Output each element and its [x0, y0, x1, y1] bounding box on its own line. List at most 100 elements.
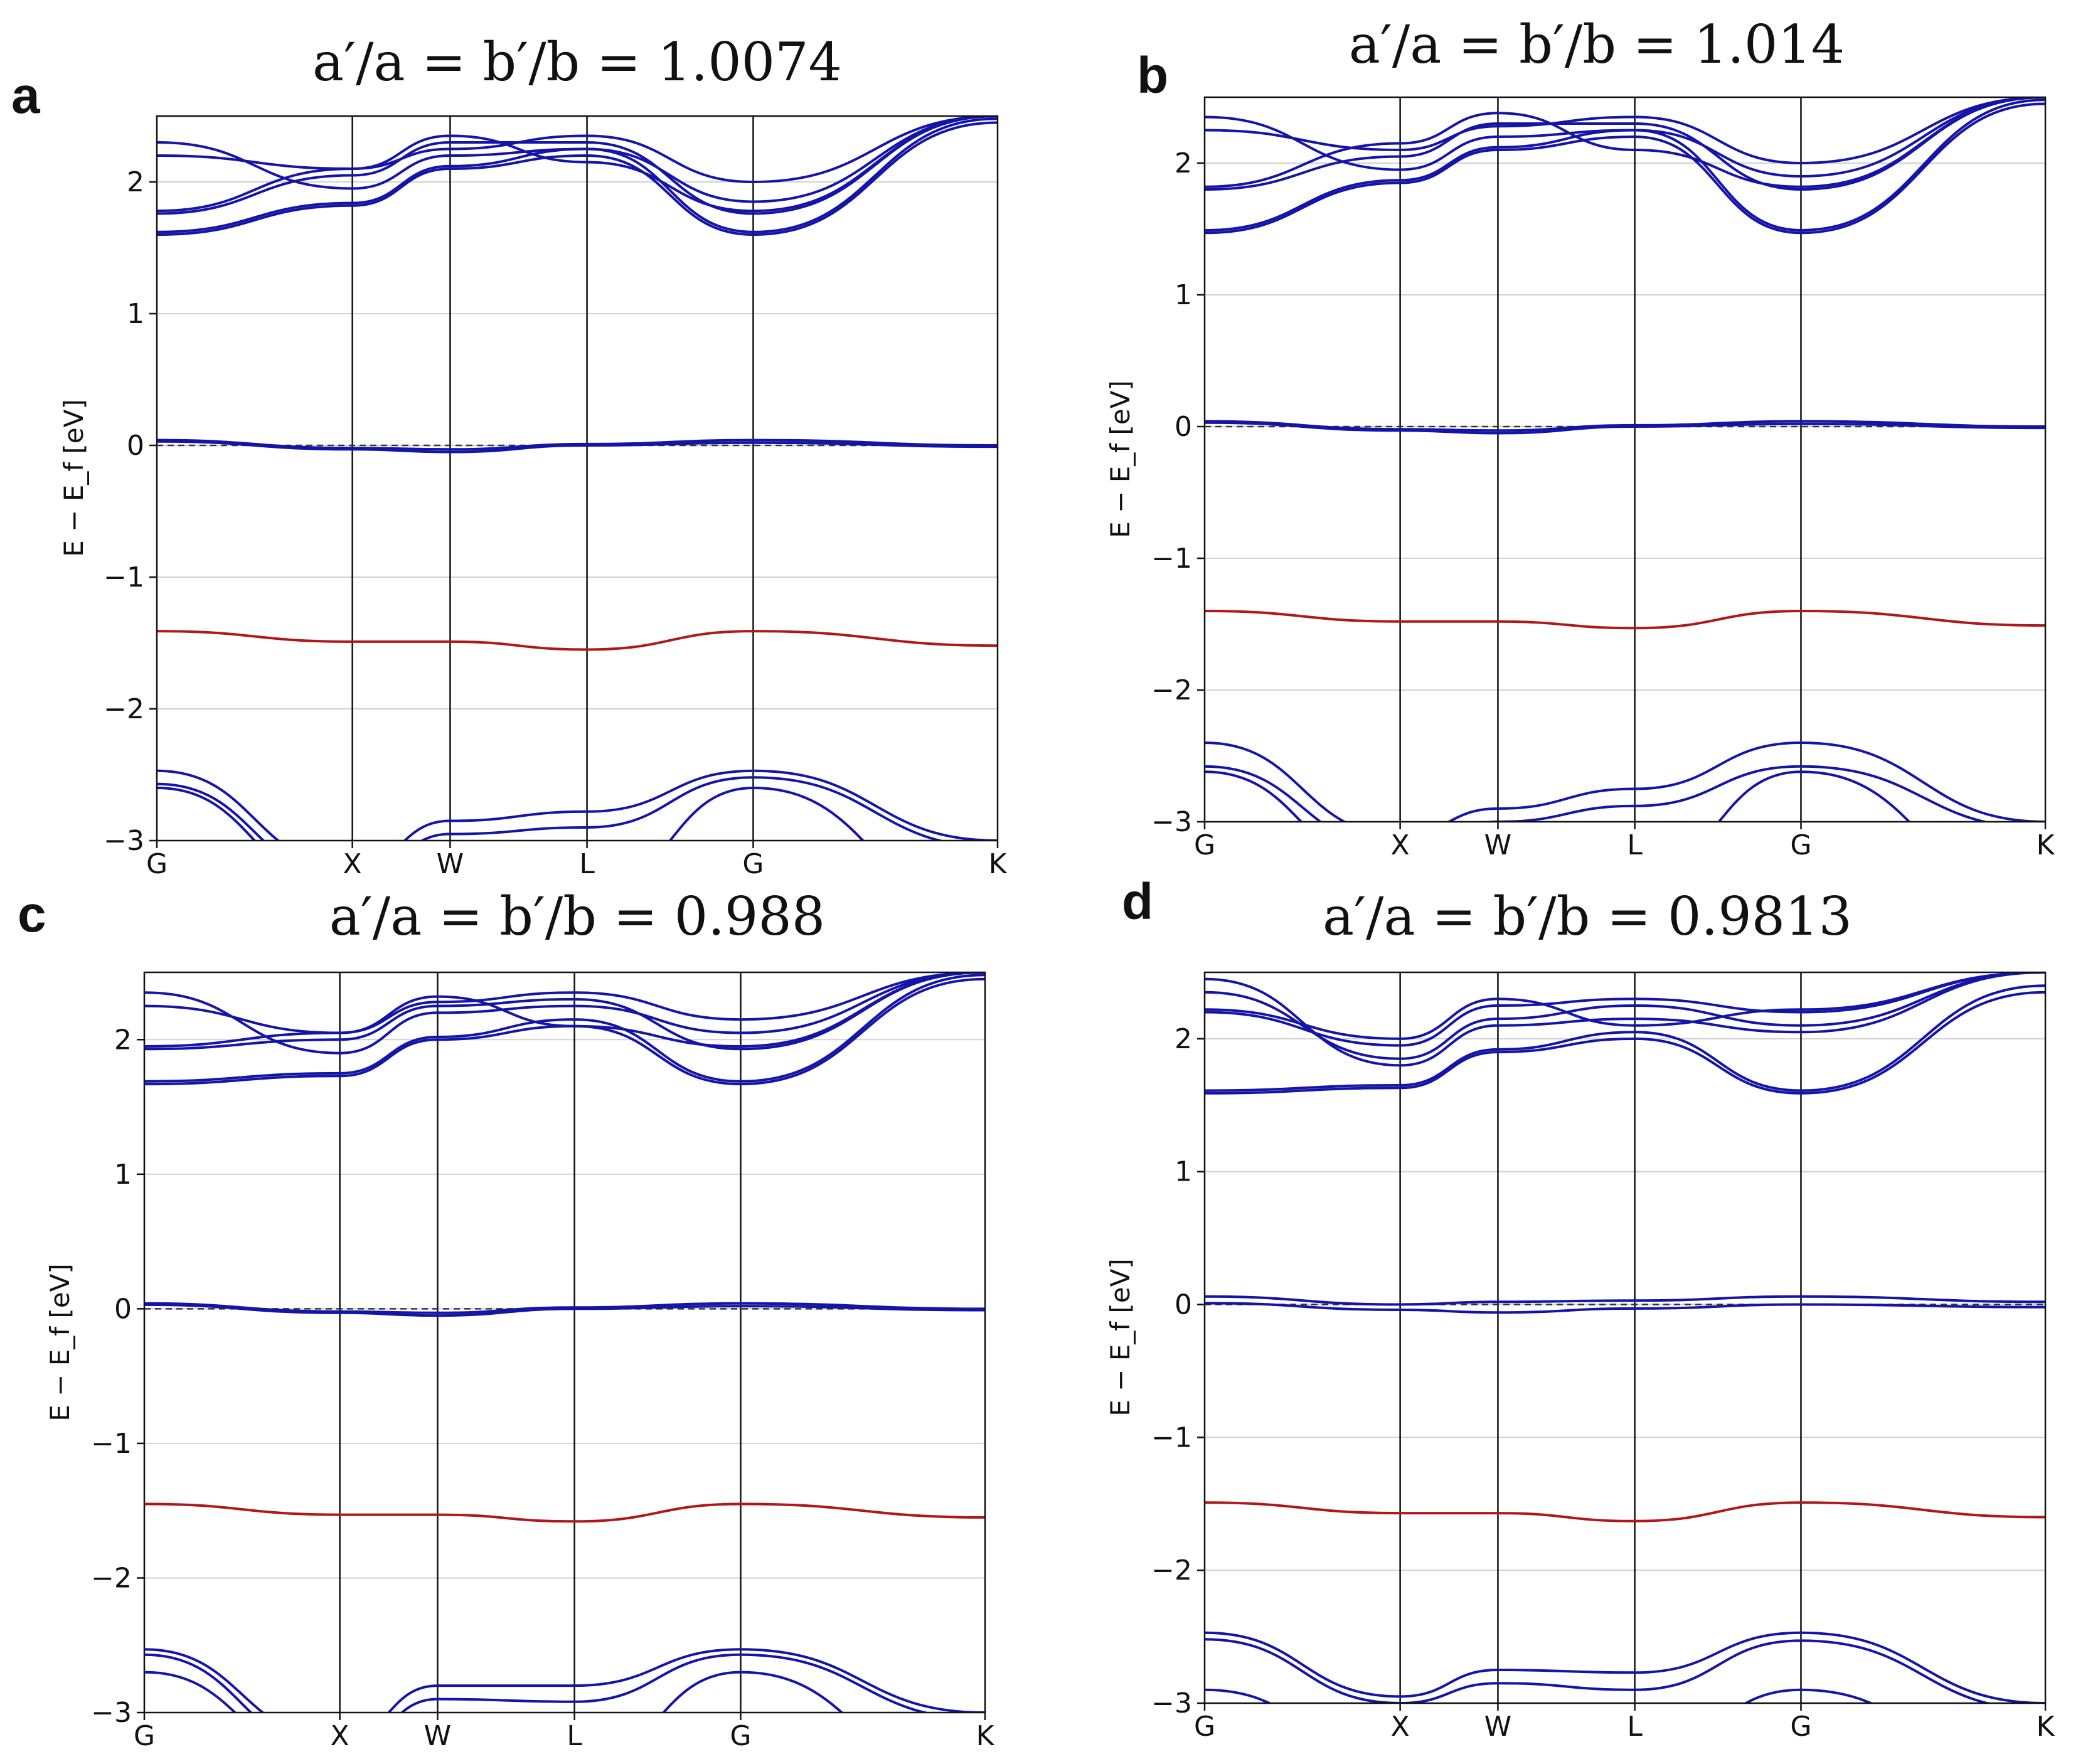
y-tick-label: −2	[104, 693, 144, 725]
panel-title-a: a′/a = b′/b = 1.0074	[312, 31, 842, 93]
y-ticks-c: −3 −2 −1 0 1 2	[91, 1024, 144, 1729]
y-axis-label-a: E − E_f [eV]	[58, 399, 89, 556]
x-tick-label-L: L	[1627, 829, 1643, 861]
panel-c: c a′/a = b′/b = 0.988 E − E_f [eV] −3−2−…	[18, 886, 995, 1752]
y-tick-label: −1	[91, 1428, 132, 1460]
band-line	[144, 1671, 844, 1713]
band-lines-b	[1205, 97, 2045, 822]
band-line	[1205, 765, 1990, 822]
plot-frame-b	[1203, 96, 2047, 823]
k-point-lines-d	[1399, 972, 1802, 1703]
k-point-lines-b	[1399, 97, 1802, 822]
band-line	[144, 1653, 930, 1713]
y-ticks-a: −3 −2 −1 0 1 2	[104, 166, 157, 857]
x-tick-label-G: G	[134, 1720, 155, 1752]
band-line	[144, 1303, 985, 1317]
y-tick-label: 0	[127, 430, 144, 462]
band-line	[157, 776, 946, 841]
y-axis-label-b: E − E_f [eV]	[1105, 380, 1136, 538]
band-line	[1205, 991, 2045, 1095]
y-tick-label: 0	[114, 1293, 132, 1325]
y-tick-label: −3	[91, 1697, 132, 1729]
y-tick-label: −2	[91, 1562, 132, 1594]
x-tick-label-G: G	[730, 1720, 751, 1752]
band-line	[1205, 972, 2045, 1060]
y-ticks-b: −3 −2 −1 0 1 2	[1151, 147, 1205, 838]
band-line	[144, 972, 985, 1034]
gridlines-b	[1205, 162, 2045, 822]
y-tick-label: −2	[1151, 674, 1192, 706]
x-tick-label-L: L	[579, 848, 595, 880]
y-tick-label: 2	[114, 1024, 132, 1056]
band-line	[157, 440, 998, 454]
band-line	[157, 121, 998, 236]
panel-title-d: a′/a = b′/b = 0.9813	[1323, 886, 1852, 947]
k-point-lines-c	[339, 972, 742, 1713]
x-tick-label-G: G	[742, 848, 764, 880]
red-flat-band-line	[144, 1502, 985, 1523]
x-tick-label-X: X	[1391, 829, 1410, 861]
panel-label-c: c	[18, 886, 46, 943]
plot-frame-a	[156, 115, 999, 842]
panel-a: a a′/a = b′/b = 1.0074 E − E_f [eV] −3 −2…	[11, 31, 1008, 880]
k-point-lines-a	[351, 116, 754, 841]
y-tick-label: 2	[127, 166, 144, 198]
band-line	[1205, 1638, 1993, 1703]
band-line	[1205, 741, 2045, 822]
gridlines-d	[1205, 1038, 2045, 1704]
x-tick-label-W: W	[1484, 829, 1512, 861]
band-lines-c	[144, 972, 985, 1713]
band-line	[157, 116, 998, 203]
band-line	[1205, 1631, 2045, 1703]
band-line	[144, 1648, 985, 1713]
band-line	[1205, 97, 2045, 178]
y-tick-label: 1	[114, 1159, 132, 1191]
y-tick-label: −1	[1151, 1421, 1192, 1453]
plot-frame-d	[1203, 971, 2047, 1704]
y-tick-label: 0	[1175, 1289, 1192, 1321]
panel-title-b: a′/a = b′/b = 1.014	[1349, 14, 1845, 75]
x-tick-label-K: K	[976, 1720, 995, 1752]
red-flat-band-line	[1205, 610, 2045, 630]
band-line	[1205, 97, 2045, 164]
y-tick-label: 1	[1175, 279, 1192, 311]
y-tick-label: −2	[1151, 1554, 1192, 1586]
x-tick-label-W: W	[1484, 1711, 1512, 1743]
x-tick-label-G: G	[1194, 1711, 1215, 1743]
band-line	[144, 974, 985, 1083]
y-tick-label: 1	[127, 298, 144, 330]
x-tick-label-G: G	[1790, 1711, 1811, 1743]
band-line	[1205, 421, 2045, 435]
panel-label-b: b	[1137, 47, 1168, 104]
y-tick-label: −3	[1151, 806, 1192, 838]
y-tick-label: 1	[1175, 1156, 1192, 1188]
band-line	[1205, 97, 2045, 191]
band-line	[1205, 102, 2045, 235]
y-tick-label: 2	[1175, 147, 1192, 179]
x-tick-label-G: G	[1790, 829, 1811, 861]
gridlines-c	[144, 1039, 985, 1713]
y-axis-label-c: E − E_f [eV]	[45, 1263, 75, 1421]
red-flat-band-line	[1205, 1501, 2045, 1522]
panel-label-d: d	[1122, 873, 1153, 930]
band-line	[144, 972, 985, 1048]
band-line	[1205, 972, 2045, 1040]
x-tick-label-L: L	[567, 1720, 582, 1752]
panel-d: d a′/a = b′/b = 0.9813 E − E_f [eV] −3 −2…	[1105, 873, 2055, 1743]
y-tick-label: −3	[1151, 1687, 1192, 1719]
band-line	[157, 116, 998, 213]
band-lines-a	[157, 116, 998, 841]
x-tick-label-K: K	[2037, 829, 2055, 861]
x-tick-label-X: X	[331, 1720, 349, 1752]
x-tick-label-W: W	[424, 1720, 452, 1752]
band-line	[1205, 1295, 2045, 1306]
band-line	[1205, 984, 2045, 1092]
y-axis-label-d: E − E_f [eV]	[1105, 1258, 1136, 1416]
x-tick-label-G: G	[1194, 829, 1215, 861]
band-line	[144, 972, 985, 1051]
panel-label-a: a	[11, 67, 41, 124]
band-line	[1205, 1688, 1874, 1703]
